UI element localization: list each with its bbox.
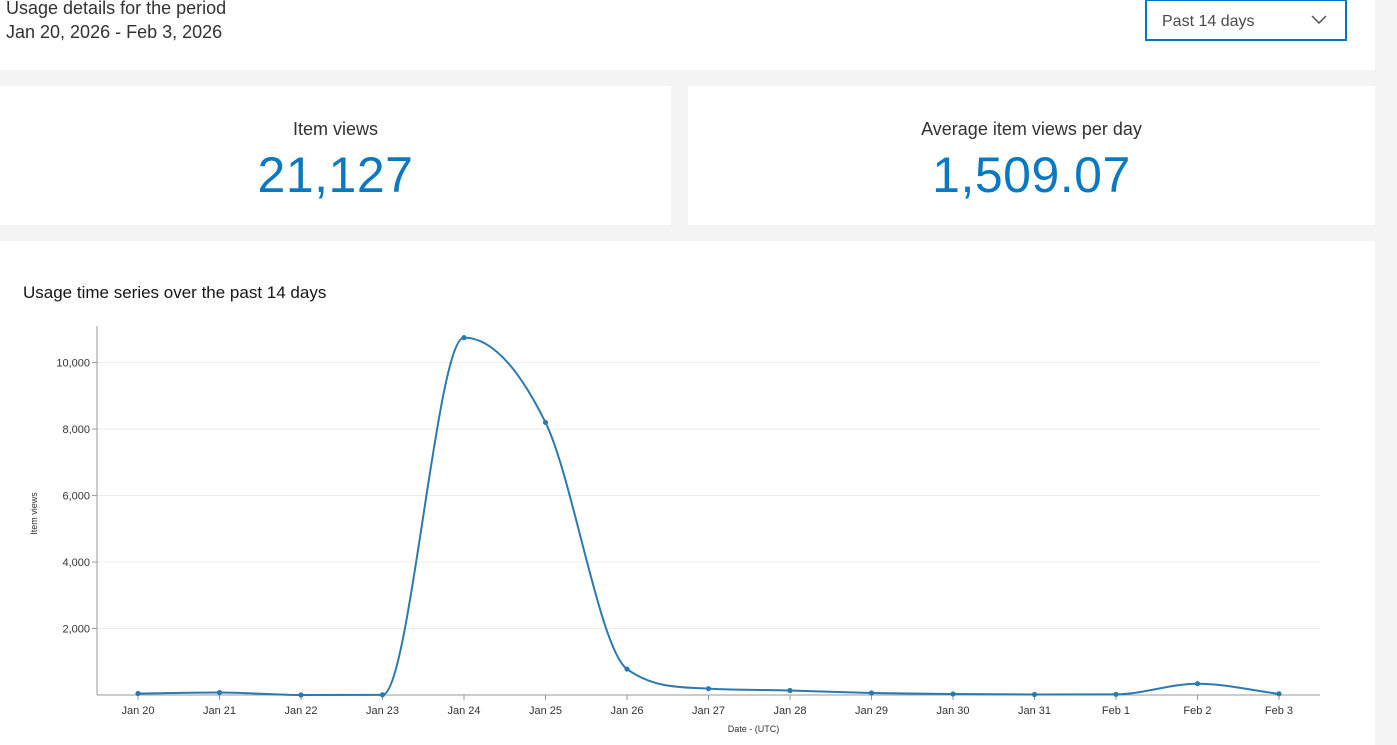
data-point <box>624 666 630 672</box>
avg-views-value: 1,509.07 <box>932 147 1131 203</box>
x-tick-label: Jan 25 <box>529 705 562 717</box>
right-gutter <box>1375 0 1397 745</box>
period-range: Jan 20, 2026 - Feb 3, 2026 <box>6 22 223 42</box>
series-line <box>137 336 1280 697</box>
data-point <box>379 692 386 698</box>
x-tick-label: Jan 31 <box>1018 705 1051 717</box>
data-point <box>705 686 712 692</box>
x-tick-label: Jan 20 <box>121 705 154 717</box>
period-title: Usage details for the period <box>6 0 227 18</box>
period-select-value: Past 14 days <box>1162 13 1255 30</box>
x-tick-label: Jan 24 <box>447 705 480 717</box>
data-point <box>461 335 467 341</box>
data-point <box>542 419 549 426</box>
period-select[interactable]: Past 14 days <box>1145 0 1347 41</box>
y-tick-label: 6,000 <box>62 491 90 503</box>
item-views-card: Item views 21,127 <box>0 86 671 225</box>
avg-views-card: Average item views per day 1,509.07 <box>688 86 1375 225</box>
data-point <box>216 689 223 696</box>
avg-views-label: Average item views per day <box>921 119 1142 139</box>
data-point <box>1113 691 1119 697</box>
y-tick-label: 8,000 <box>62 424 90 436</box>
y-tick-label: 4,000 <box>62 557 90 569</box>
x-tick-label: Jan 29 <box>855 705 888 717</box>
chart-title: Usage time series over the past 14 days <box>23 283 327 302</box>
data-point <box>787 687 793 694</box>
usage-chart-panel: Usage time series over the past 14 days … <box>0 241 1375 745</box>
x-tick-label: Jan 23 <box>366 705 399 717</box>
item-views-label: Item views <box>292 119 379 139</box>
usage-header: Usage details for the period Jan 20, 202… <box>0 0 1375 70</box>
x-tick-label: Jan 28 <box>773 705 806 717</box>
x-tick-label: Jan 30 <box>936 705 969 717</box>
data-point <box>1194 681 1201 687</box>
data-point <box>1031 691 1038 698</box>
y-tick-label: 10,000 <box>56 358 90 370</box>
item-views-value: 21,127 <box>257 147 414 203</box>
data-point <box>950 691 956 697</box>
x-tick-label: Jan 21 <box>203 705 236 717</box>
chevron-down-icon <box>1311 15 1327 24</box>
x-axis-title: Date - (UTC) <box>728 724 780 734</box>
y-axis-title: Item views <box>29 492 39 535</box>
data-point <box>1276 691 1282 697</box>
x-tick-label: Feb 3 <box>1265 705 1293 717</box>
x-tick-label: Jan 22 <box>284 705 317 717</box>
x-tick-label: Jan 27 <box>692 705 725 717</box>
data-point <box>868 690 875 696</box>
data-point <box>135 690 141 697</box>
x-tick-label: Feb 1 <box>1102 705 1130 717</box>
x-tick-label: Jan 26 <box>610 705 643 717</box>
data-point <box>298 692 304 698</box>
x-tick-label: Feb 2 <box>1183 705 1211 717</box>
usage-line-chart: 2,000 4,000 6,000 8,000 10,000 Jan 20 Jan 21 Ja… <box>29 326 1320 734</box>
y-tick-label: 2,000 <box>62 624 90 636</box>
